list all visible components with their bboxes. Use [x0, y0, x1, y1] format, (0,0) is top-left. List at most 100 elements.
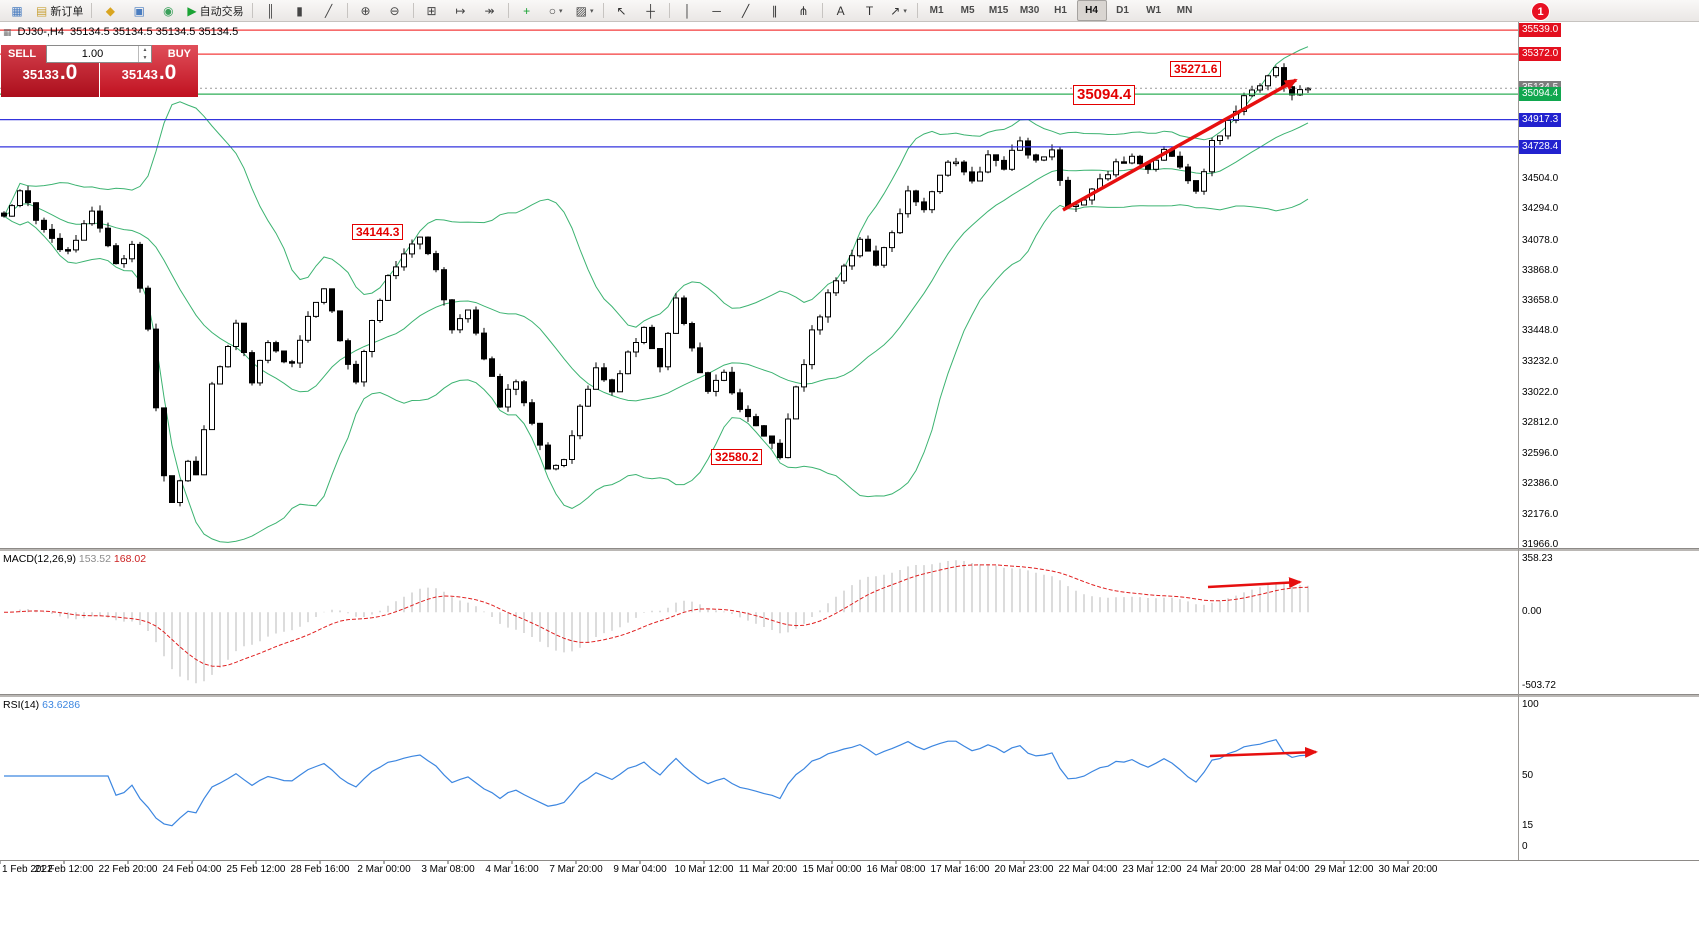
- time-tick-label: 28 Feb 16:00: [290, 864, 350, 875]
- price-tick-label: 33658.0: [1522, 295, 1559, 307]
- buy-price-frac: .0: [158, 61, 177, 84]
- chart-quote: ▦ DJ30-,H4 35134.5 35134.5 35134.5 35134…: [3, 26, 238, 38]
- buy-button[interactable]: BUY: [167, 48, 191, 60]
- chart-canvas[interactable]: [0, 22, 1699, 884]
- timeframe-h1-button[interactable]: H1: [1054, 5, 1067, 16]
- trendline-icon: ╱: [741, 3, 750, 18]
- new-order-button[interactable]: ▤ 新订单: [32, 0, 87, 21]
- timeframe-m30-button[interactable]: M30: [1019, 5, 1040, 16]
- chart-shift-icon: ↦: [455, 3, 466, 18]
- templates-icon: ▨: [575, 3, 587, 18]
- sell-button[interactable]: SELL: [8, 48, 37, 60]
- cursor-icon: ↖: [616, 3, 627, 18]
- toolbar-separator: [507, 3, 509, 18]
- navigator-icon: ◉: [163, 3, 174, 18]
- macd-axis-label: -503.72: [1522, 680, 1556, 691]
- one-click-trading-panel: SELL 35133 .0 BUY 35143 .0 1.00 ▲ ▼: [1, 45, 198, 97]
- chevron-down-icon: ▾: [903, 7, 907, 15]
- arrows-button[interactable]: ↗ ▾: [885, 0, 913, 21]
- data-window-icon: ▣: [133, 3, 146, 18]
- timeframe-h4-button[interactable]: H4: [1076, 0, 1107, 21]
- fibonacci-button[interactable]: ⋔: [790, 0, 818, 21]
- horizontal-line-icon: ─: [712, 3, 721, 18]
- line-chart-button[interactable]: ╱: [315, 0, 343, 21]
- candlestick-chart-icon: ▮: [296, 3, 303, 18]
- crosshair-button[interactable]: ┼: [637, 0, 665, 21]
- volume-down-icon[interactable]: ▼: [142, 55, 148, 61]
- indicators-button[interactable]: +: [513, 0, 541, 21]
- market-watch-button[interactable]: ◆: [96, 0, 124, 21]
- time-tick-label: 1 Feb 2022: [2, 864, 53, 875]
- periods-icon: ○: [548, 3, 556, 18]
- zoom-in-button[interactable]: ⊕: [352, 0, 380, 21]
- toolbar-separator: [91, 3, 93, 18]
- price-annotation[interactable]: 32580.2: [711, 449, 763, 466]
- price-annotation[interactable]: 35094.4: [1073, 85, 1136, 105]
- candlesticks: [1, 63, 1311, 507]
- time-tick-label: 21 Feb 12:00: [34, 864, 94, 875]
- timeframe-m5-button[interactable]: M5: [960, 5, 975, 16]
- chevron-down-icon: ▾: [558, 7, 563, 15]
- volume-spinner[interactable]: ▲ ▼: [138, 46, 151, 62]
- time-tick-label: 16 Mar 08:00: [866, 864, 926, 875]
- timeframe-w1-button[interactable]: W1: [1146, 5, 1162, 16]
- rsi-line: [4, 739, 1309, 827]
- panel-splitter[interactable]: [0, 694, 1699, 697]
- level-price-label: 35539.0: [1519, 23, 1562, 38]
- timeframe-d1-button[interactable]: D1: [1116, 5, 1129, 16]
- price-tick-label: 34504.0: [1522, 173, 1559, 185]
- level-price-label: 34728.4: [1519, 139, 1562, 154]
- macd-axis-label: 0.00: [1522, 606, 1542, 618]
- toolbar-separator: [602, 3, 604, 18]
- text-button[interactable]: A: [827, 0, 855, 21]
- auto-scroll-button[interactable]: ↠: [476, 0, 504, 21]
- bar-chart-button[interactable]: ║: [257, 0, 285, 21]
- chart-window[interactable]: ▦ DJ30-,H4 35134.5 35134.5 35134.5 35134…: [0, 22, 1699, 884]
- navigator-button[interactable]: ◉: [154, 0, 182, 21]
- text-label-button[interactable]: T: [856, 0, 884, 21]
- templates-button[interactable]: ▨ ▾: [571, 0, 599, 21]
- toolbar-separator: [412, 3, 414, 18]
- rsi-value: 63.6286: [42, 699, 81, 711]
- timeframe-m1-button[interactable]: M1: [929, 5, 944, 16]
- timeframe-m15-button[interactable]: M15: [988, 5, 1009, 16]
- autotrading-label: 自动交易: [199, 5, 244, 18]
- timeframe-mn-button[interactable]: MN: [1176, 5, 1193, 16]
- vertical-line-button[interactable]: │: [674, 0, 702, 21]
- candlestick-chart-button[interactable]: ▮: [286, 0, 314, 21]
- chart-shift-button[interactable]: ↦: [447, 0, 475, 21]
- price-tick-label: 34078.0: [1522, 234, 1559, 246]
- trendline-button[interactable]: ╱: [732, 0, 760, 21]
- volume-input[interactable]: 1.00 ▲ ▼: [46, 45, 152, 63]
- time-tick-label: 25 Feb 12:00: [226, 864, 286, 875]
- panel-splitter[interactable]: [0, 548, 1699, 551]
- horizontal-line-button[interactable]: ─: [703, 0, 731, 21]
- price-annotation[interactable]: 35271.6: [1170, 61, 1222, 78]
- autotrading-icon: ▶: [187, 3, 197, 18]
- channel-button[interactable]: ∥: [761, 0, 789, 21]
- volume-value[interactable]: 1.00: [81, 48, 104, 60]
- new-chart-button[interactable]: ▦: [3, 0, 31, 21]
- bar-chart-icon: ║: [266, 3, 275, 18]
- chart-icon: ▦: [3, 26, 12, 37]
- rsi-axis-label: 15: [1522, 819, 1534, 831]
- time-tick-label: 24 Mar 20:00: [1186, 864, 1246, 875]
- macd-axis-label: 358.23: [1522, 553, 1553, 564]
- tile-windows-button[interactable]: ⊞: [418, 0, 446, 21]
- rsi-axis-label: 50: [1522, 770, 1534, 781]
- notification-badge[interactable]: 1: [1531, 2, 1550, 21]
- price-tick-label: 33868.0: [1522, 264, 1559, 276]
- zoom-in-icon: ⊕: [360, 3, 371, 18]
- level-price-label: 34917.3: [1519, 112, 1562, 127]
- data-window-button[interactable]: ▣: [125, 0, 153, 21]
- time-tick-label: 22 Mar 04:00: [1058, 864, 1118, 875]
- periods-button[interactable]: ○ ▾: [542, 0, 570, 21]
- autotrading-button[interactable]: ▶ 自动交易: [183, 0, 247, 21]
- volume-up-icon[interactable]: ▲: [142, 47, 148, 53]
- chevron-down-icon: ▾: [589, 7, 594, 15]
- zoom-out-button[interactable]: ⊖: [381, 0, 409, 21]
- price-annotation[interactable]: 34144.3: [352, 224, 404, 241]
- cursor-button[interactable]: ↖: [608, 0, 636, 21]
- rsi-axis-label: 100: [1522, 699, 1539, 710]
- time-tick-label: 22 Feb 20:00: [98, 864, 158, 875]
